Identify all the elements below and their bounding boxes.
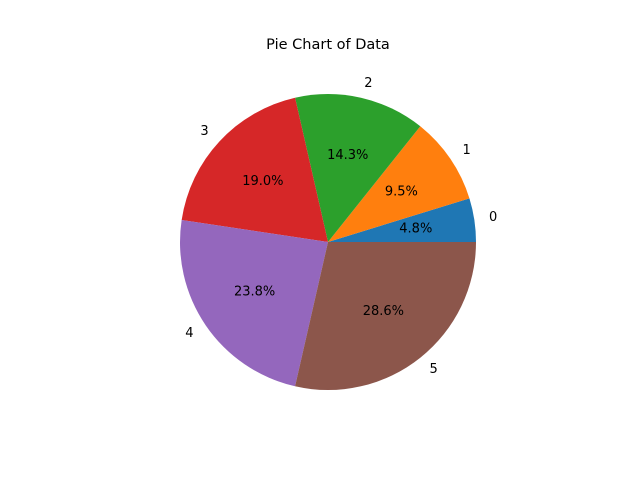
percent-label-1: 9.5% bbox=[385, 184, 418, 199]
percent-label-5: 28.6% bbox=[363, 304, 404, 319]
slice-label-0: 0 bbox=[489, 210, 497, 225]
pie-slices bbox=[180, 93, 476, 390]
slice-label-1: 1 bbox=[463, 143, 471, 158]
percent-label-4: 23.8% bbox=[234, 285, 275, 300]
pie-slice-5 bbox=[295, 242, 476, 390]
slice-label-5: 5 bbox=[430, 362, 438, 377]
pie-slice-3 bbox=[181, 97, 328, 243]
pie-slice-4 bbox=[180, 219, 328, 387]
pie-slice-0 bbox=[328, 198, 476, 242]
percent-label-3: 19.0% bbox=[242, 174, 283, 189]
chart-title: Pie Chart of Data bbox=[266, 37, 390, 53]
pie-slice-1 bbox=[328, 126, 470, 242]
percent-label-2: 14.3% bbox=[327, 148, 368, 163]
percent-label-0: 4.8% bbox=[399, 221, 432, 236]
pie-labels: 0 4.8% 1 9.5% 2 14.3% 3 19.0% 4 23.8% 5 28.6% bbox=[185, 76, 497, 377]
slice-label-3: 3 bbox=[200, 124, 208, 139]
slice-label-4: 4 bbox=[185, 326, 193, 341]
pie-slice-2 bbox=[295, 93, 421, 242]
slice-label-2: 2 bbox=[364, 76, 372, 91]
